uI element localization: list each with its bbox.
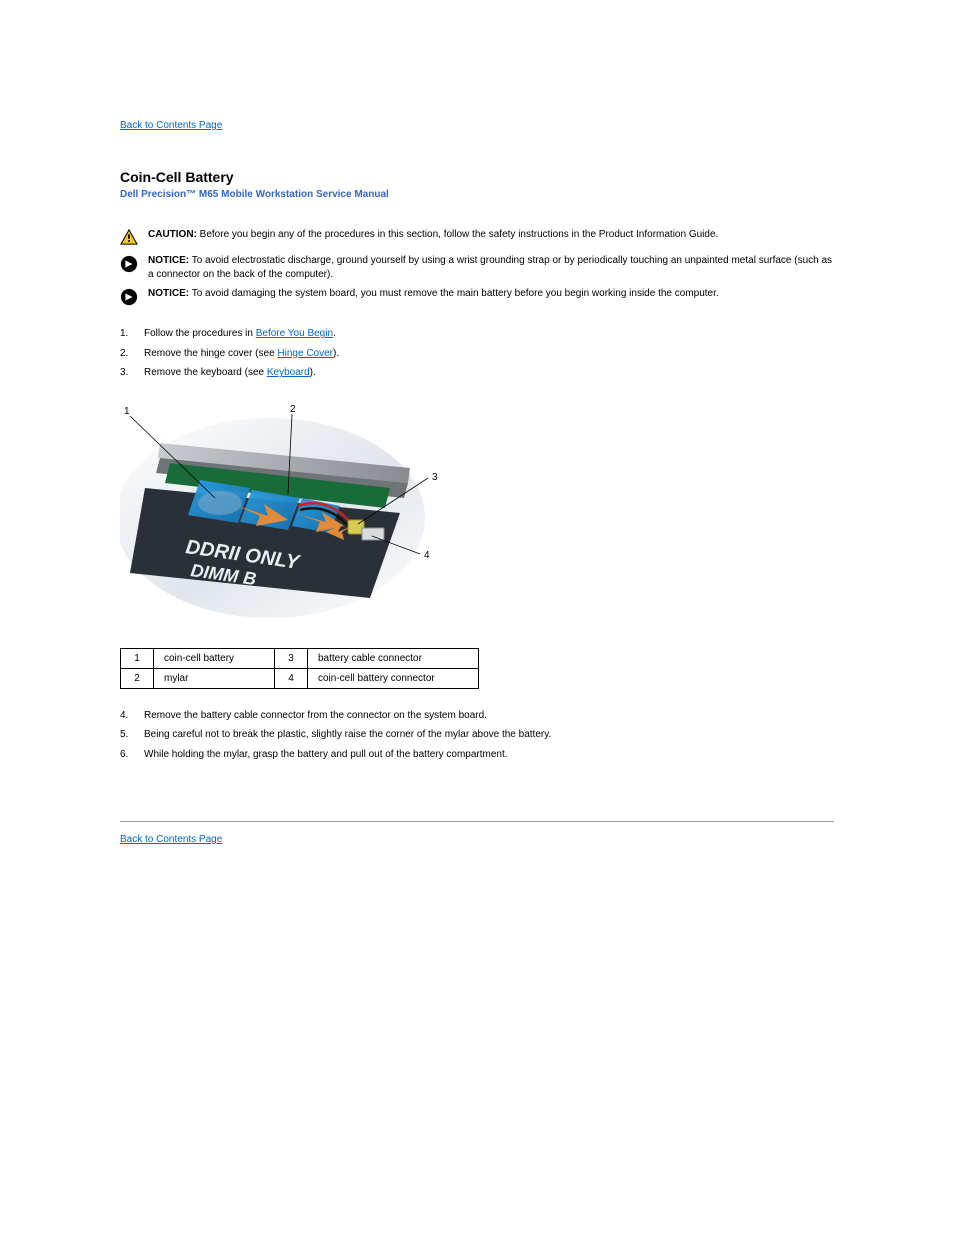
coin-cell-figure: DDRII ONLY DIMM B	[120, 398, 440, 618]
cell-num: 2	[121, 668, 154, 688]
callout-4: 4	[424, 550, 430, 561]
notice-2-label: NOTICE:	[148, 288, 189, 299]
step-2: 2. Remove the hinge cover (see Hinge Cov…	[120, 347, 834, 361]
step-num: 4.	[120, 709, 144, 723]
step-4: 4. Remove the battery cable connector fr…	[120, 709, 834, 723]
step-num: 1.	[120, 327, 144, 341]
back-to-contents-link-bottom[interactable]: Back to Contents Page	[120, 834, 222, 845]
step-num: 5.	[120, 728, 144, 742]
cell-num: 4	[275, 668, 308, 688]
cell-label: battery cable connector	[308, 648, 479, 668]
step-6-body: While holding the mylar, grasp the batte…	[144, 748, 834, 762]
step-num: 2.	[120, 347, 144, 361]
page-title: Coin-Cell Battery	[120, 169, 834, 185]
caution-label: CAUTION:	[148, 229, 197, 240]
step-num: 3.	[120, 366, 144, 380]
table-row: 2 mylar 4 coin-cell battery connector	[121, 668, 479, 688]
step-1-pre: Follow the procedures in	[144, 328, 256, 339]
notice-1: NOTICE: To avoid electrostatic discharge…	[120, 254, 834, 281]
callout-1: 1	[124, 406, 130, 417]
callout-2: 2	[290, 404, 296, 415]
cell-label: coin-cell battery	[154, 648, 275, 668]
step-6: 6. While holding the mylar, grasp the ba…	[120, 748, 834, 762]
caution-icon	[120, 228, 138, 248]
notice-1-label: NOTICE:	[148, 255, 189, 266]
step-2-link[interactable]: Hinge Cover	[277, 348, 333, 359]
notice-icon	[120, 287, 138, 309]
notice-2-text: To avoid damaging the system board, you …	[189, 288, 719, 299]
step-1-post: .	[333, 328, 336, 339]
step-3-pre: Remove the keyboard (see	[144, 367, 267, 378]
table-row: 1 coin-cell battery 3 battery cable conn…	[121, 648, 479, 668]
divider	[120, 821, 834, 822]
step-3-link[interactable]: Keyboard	[267, 367, 310, 378]
manual-subtitle: Dell Precision™ M65 Mobile Workstation S…	[120, 189, 834, 200]
callout-3: 3	[432, 472, 438, 483]
step-5-body: Being careful not to break the plastic, …	[144, 728, 834, 742]
step-3-post: ).	[310, 367, 316, 378]
back-to-contents-link[interactable]: Back to Contents Page	[120, 120, 222, 131]
notice-1-text: To avoid electrostatic discharge, ground…	[148, 255, 832, 280]
caution-text: Before you begin any of the procedures i…	[197, 229, 718, 240]
step-1: 1. Follow the procedures in Before You B…	[120, 327, 834, 341]
step-3: 3. Remove the keyboard (see Keyboard).	[120, 366, 834, 380]
step-4-body: Remove the battery cable connector from …	[144, 709, 834, 723]
step-2-post: ).	[333, 348, 339, 359]
step-2-pre: Remove the hinge cover (see	[144, 348, 277, 359]
step-1-link[interactable]: Before You Begin	[256, 328, 333, 339]
step-5: 5. Being careful not to break the plasti…	[120, 728, 834, 742]
step-num: 6.	[120, 748, 144, 762]
cell-label: coin-cell battery connector	[308, 668, 479, 688]
cell-label: mylar	[154, 668, 275, 688]
notice-icon	[120, 254, 138, 276]
caution-note: CAUTION: Before you begin any of the pro…	[120, 228, 834, 248]
cell-num: 1	[121, 648, 154, 668]
notice-2: NOTICE: To avoid damaging the system boa…	[120, 287, 834, 309]
callout-table: 1 coin-cell battery 3 battery cable conn…	[120, 648, 479, 689]
cell-num: 3	[275, 648, 308, 668]
